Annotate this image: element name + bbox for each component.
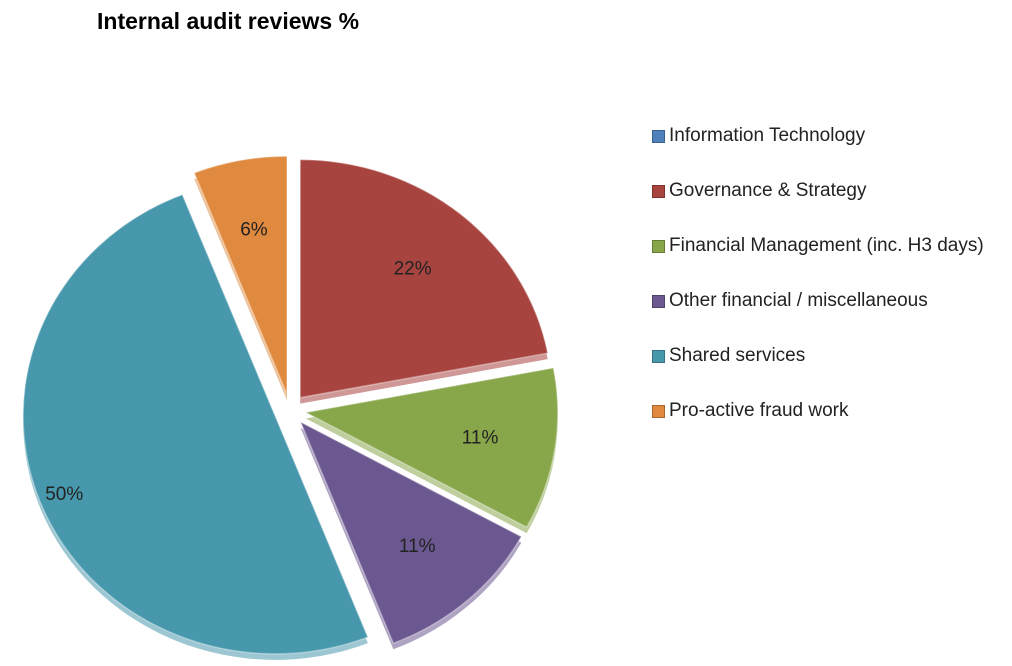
legend-label: Governance & Strategy: [669, 180, 867, 201]
legend-item: Pro-active fraud work: [652, 399, 1004, 454]
slice: [22, 193, 369, 655]
legend-label: Other financial / miscellaneous: [669, 290, 928, 311]
pie-area: 22% 11% 11% 50% 6%: [22, 155, 559, 660]
legend-item: Financial Management (inc. H3 days): [652, 234, 1004, 289]
legend-label: Shared services: [669, 345, 806, 366]
legend-item: Other financial / miscellaneous: [652, 289, 1004, 344]
slice: [303, 367, 559, 529]
legend-swatch: [652, 405, 665, 418]
legend-swatch: [652, 130, 665, 143]
data-label: 6%: [240, 220, 268, 241]
legend-item: Governance & Strategy: [652, 179, 1004, 234]
legend-swatch: [652, 240, 665, 253]
data-label: 50%: [45, 484, 83, 505]
legend-swatch: [652, 185, 665, 198]
data-label: 11%: [462, 428, 499, 449]
slice: [299, 158, 549, 399]
slice: [299, 420, 523, 645]
chart-title: Internal audit reviews %: [97, 8, 360, 34]
legend-item: Information Technology: [652, 124, 1004, 179]
legend-label: Information Technology: [669, 125, 866, 146]
slice: [193, 155, 288, 395]
data-label: 11%: [399, 536, 436, 557]
legend-swatch: [652, 350, 665, 363]
legend-label: Financial Management (inc. H3 days): [669, 235, 984, 256]
data-label: 22%: [394, 258, 432, 279]
legend-item: Shared services: [652, 344, 1004, 399]
legend-label: Pro-active fraud work: [669, 400, 849, 421]
legend: Information Technology Governance & Strat…: [652, 124, 1004, 454]
legend-swatch: [652, 295, 665, 308]
